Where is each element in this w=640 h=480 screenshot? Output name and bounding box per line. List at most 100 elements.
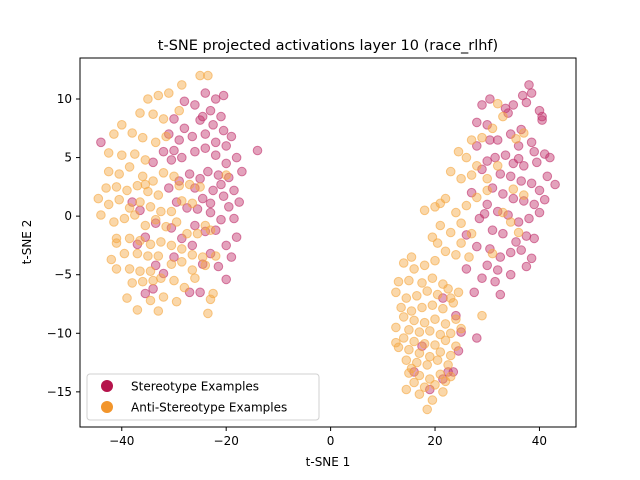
data-point: [203, 308, 213, 319]
data-point: [542, 171, 553, 182]
data-point: [137, 276, 148, 287]
data-point: [477, 273, 487, 284]
data-point: [177, 196, 187, 206]
x-tick-label: 40: [532, 434, 547, 448]
data-point: [195, 173, 205, 184]
data-point: [482, 199, 493, 210]
y-tick-label: −10: [47, 326, 72, 340]
data-point: [153, 306, 164, 316]
data-point: [200, 220, 211, 231]
data-point: [218, 125, 229, 136]
data-point: [427, 273, 438, 284]
data-point: [550, 179, 560, 190]
data-point: [526, 253, 537, 264]
data-point: [443, 360, 453, 370]
data-point: [445, 350, 456, 361]
data-point: [210, 251, 221, 261]
data-point: [161, 221, 171, 232]
data-point: [537, 111, 547, 122]
data-point: [187, 131, 198, 142]
data-point: [453, 346, 464, 356]
data-point: [153, 90, 164, 101]
data-point: [391, 337, 401, 348]
data-point: [422, 360, 433, 370]
data-point: [216, 179, 226, 190]
data-point: [427, 395, 438, 405]
data-point: [229, 213, 239, 224]
data-point: [200, 260, 211, 271]
data-point: [158, 114, 169, 124]
data-point: [101, 183, 111, 193]
data-point: [187, 250, 198, 260]
data-point: [103, 148, 114, 158]
data-point: [487, 183, 498, 193]
data-point: [140, 155, 151, 165]
x-axis: −40 −20 0 20 40: [109, 427, 547, 448]
data-point: [443, 284, 453, 294]
data-point: [498, 228, 508, 239]
data-point: [412, 291, 422, 301]
y-tick-label: 0: [64, 209, 72, 223]
data-point: [419, 339, 430, 349]
data-point: [166, 259, 177, 270]
data-point: [117, 150, 127, 160]
data-point: [195, 70, 205, 81]
data-point: [492, 135, 503, 145]
data-point: [417, 302, 427, 313]
data-point: [117, 120, 127, 130]
data-point: [466, 135, 477, 145]
x-axis-label: t-SNE 1: [306, 455, 351, 469]
data-point: [398, 333, 409, 343]
data-point: [487, 248, 498, 259]
data-point: [539, 194, 550, 205]
data-point: [221, 170, 231, 180]
data-point: [505, 269, 516, 280]
data-point: [526, 88, 537, 98]
data-point: [158, 292, 169, 302]
data-point: [539, 149, 550, 159]
data-point: [513, 141, 524, 151]
data-point: [435, 198, 446, 209]
data-point: [472, 117, 482, 128]
data-point: [156, 237, 166, 247]
data-point: [119, 213, 130, 224]
data-point: [119, 248, 130, 259]
data-point: [440, 246, 451, 257]
data-point: [451, 314, 461, 325]
data-point: [508, 100, 519, 110]
data-point: [210, 137, 221, 148]
data-point: [150, 218, 161, 228]
data-point: [140, 232, 151, 242]
data-point: [143, 186, 153, 197]
data-point: [409, 264, 419, 274]
data-point: [231, 232, 242, 242]
data-point: [179, 282, 190, 293]
data-point: [224, 202, 234, 212]
data-point: [148, 109, 158, 119]
data-point: [216, 111, 226, 122]
data-point: [169, 275, 179, 286]
data-point: [472, 192, 482, 203]
data-point: [106, 254, 117, 265]
data-point: [401, 355, 412, 366]
data-point: [153, 251, 164, 261]
data-point: [479, 209, 490, 219]
data-point: [430, 340, 440, 350]
data-point: [492, 98, 503, 109]
data-point: [435, 347, 446, 357]
data-point: [414, 327, 425, 337]
data-point: [174, 180, 184, 191]
data-point: [135, 235, 145, 246]
data-point: [148, 284, 158, 294]
data-point: [440, 335, 451, 346]
data-point: [127, 128, 137, 138]
data-point: [529, 233, 540, 244]
data-point: [164, 183, 174, 193]
data-point: [150, 214, 161, 225]
data-point: [153, 190, 164, 200]
data-point: [130, 210, 140, 220]
data-point: [505, 247, 516, 258]
data-point: [145, 202, 156, 212]
data-point: [103, 199, 114, 210]
data-point: [143, 251, 153, 261]
